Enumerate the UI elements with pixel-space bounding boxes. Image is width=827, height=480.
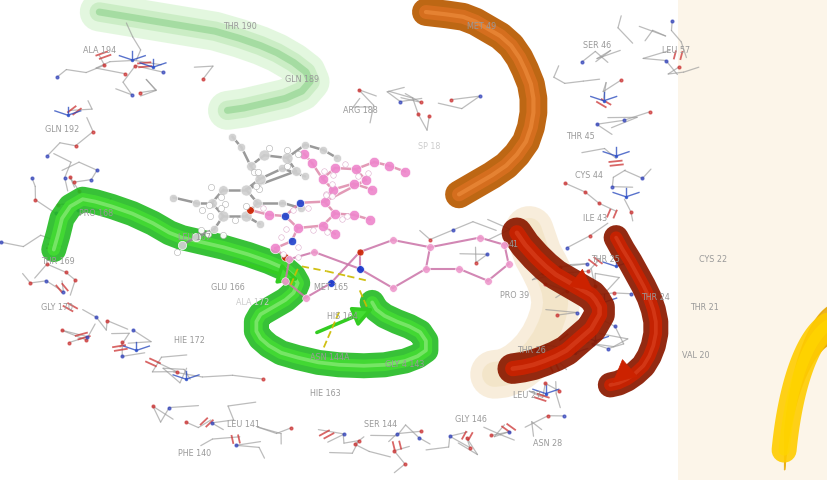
Text: GLY 146: GLY 146 — [455, 416, 487, 424]
Text: LEU 57: LEU 57 — [662, 46, 690, 55]
Text: CYS 22: CYS 22 — [699, 255, 727, 264]
Text: SER 46: SER 46 — [583, 41, 611, 50]
Text: SP 18: SP 18 — [418, 142, 440, 151]
Text: 41: 41 — [509, 240, 519, 249]
Text: ASN 144A: ASN 144A — [310, 353, 350, 362]
Text: ASN 28: ASN 28 — [533, 440, 562, 448]
Text: THR 190: THR 190 — [223, 22, 257, 31]
Text: HIS 164: HIS 164 — [327, 312, 357, 321]
Text: LEU 141: LEU 141 — [227, 420, 261, 429]
Text: THR 169: THR 169 — [41, 257, 75, 266]
Text: GLN 189: GLN 189 — [285, 75, 319, 84]
Text: THR 24: THR 24 — [641, 293, 670, 302]
Text: LEU 167: LEU 167 — [178, 233, 211, 242]
Text: HIE 172: HIE 172 — [174, 336, 204, 345]
Text: ILE 43: ILE 43 — [583, 214, 607, 223]
Text: GLN 192: GLN 192 — [45, 125, 79, 134]
Text: MET 49: MET 49 — [467, 22, 496, 31]
Text: ARG 188: ARG 188 — [343, 106, 378, 115]
Text: ALA 194: ALA 194 — [83, 46, 116, 55]
Bar — [678, 0, 827, 480]
Text: HIE 163: HIE 163 — [310, 389, 341, 398]
Text: PHE 140: PHE 140 — [178, 449, 211, 458]
Text: THR 26: THR 26 — [517, 346, 546, 355]
Text: MET 165: MET 165 — [314, 284, 348, 292]
Text: PRO 39: PRO 39 — [500, 291, 529, 300]
Text: GLY 4 143: GLY 4 143 — [385, 360, 424, 369]
Text: CYS 44: CYS 44 — [575, 171, 603, 180]
Text: THR 21: THR 21 — [691, 303, 719, 312]
Text: PRO 168: PRO 168 — [79, 209, 112, 218]
Text: ALA 172: ALA 172 — [236, 298, 269, 307]
Text: GLU 166: GLU 166 — [211, 284, 245, 292]
Text: LEU 27: LEU 27 — [513, 392, 541, 400]
Text: THR 25: THR 25 — [591, 255, 620, 264]
Text: GLY 170: GLY 170 — [41, 303, 74, 312]
Text: VAL 20: VAL 20 — [682, 351, 710, 360]
Text: THR 45: THR 45 — [566, 132, 595, 141]
Text: SER 144: SER 144 — [364, 420, 397, 429]
